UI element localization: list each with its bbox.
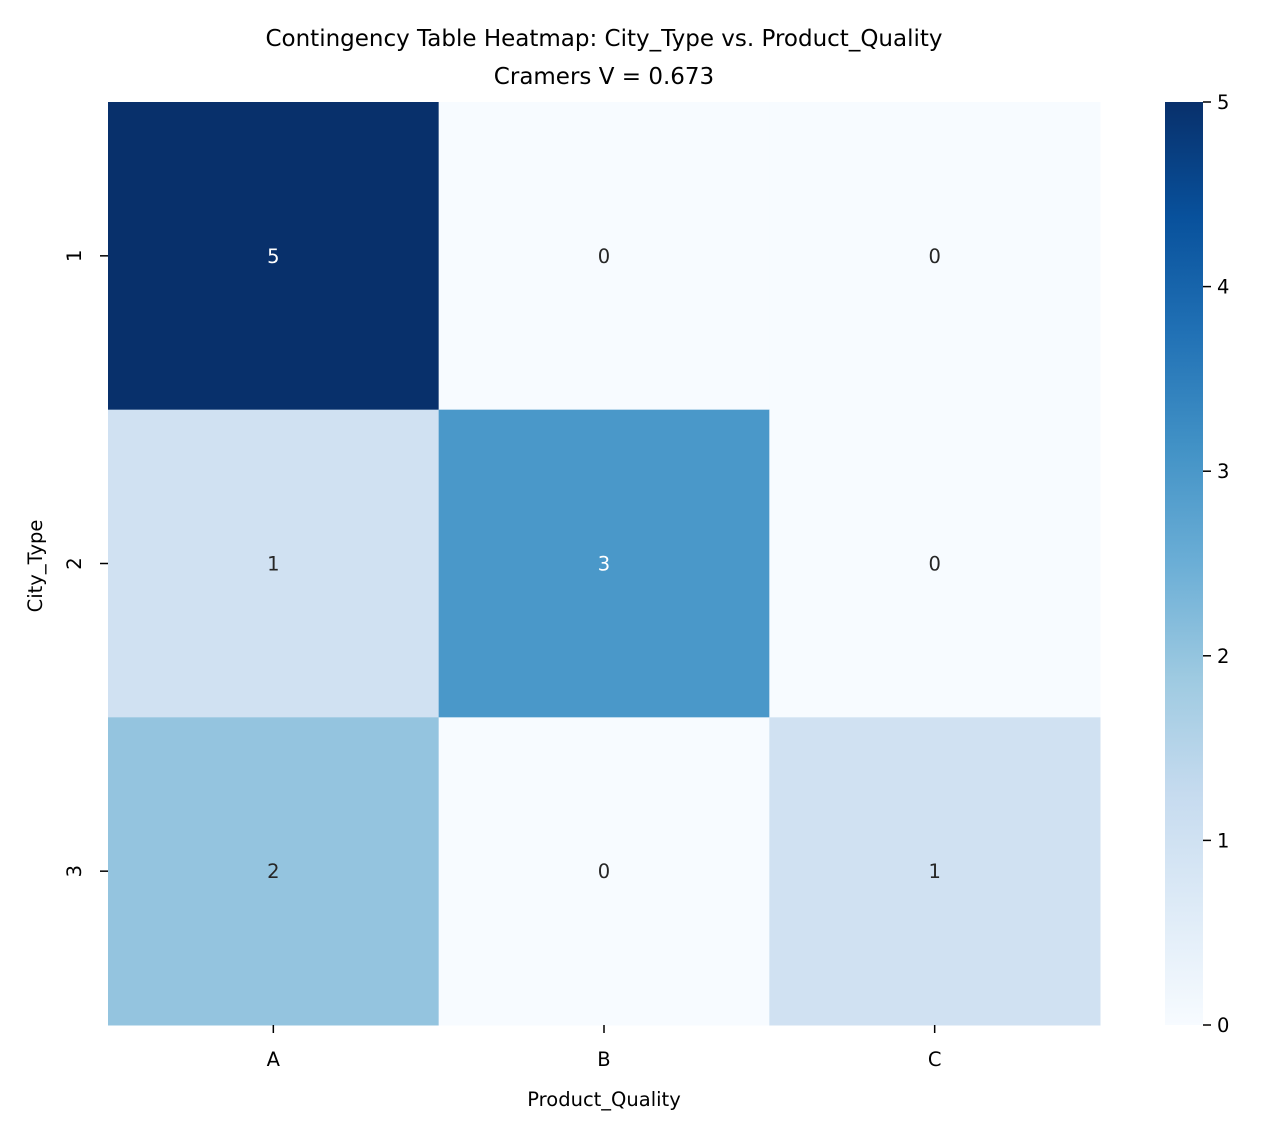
heatmap-cell-2-A bbox=[108, 409, 440, 718]
heatmap-cell-3-A bbox=[108, 717, 440, 1026]
cell-label-1-C: 0 bbox=[928, 245, 940, 268]
colorbar-tick-label-0: 0 bbox=[1217, 1014, 1229, 1037]
cell-label-3-C: 1 bbox=[928, 860, 940, 883]
cell-label-2-C: 0 bbox=[928, 553, 940, 576]
heatmap-cell-1-C bbox=[769, 102, 1101, 411]
x-tick-label-C: C bbox=[928, 1048, 942, 1071]
cell-label-3-B: 0 bbox=[598, 860, 610, 883]
cell-label-2-A: 1 bbox=[267, 553, 279, 576]
y-tick-label-3: 3 bbox=[63, 865, 86, 877]
x-tick-label-A: A bbox=[267, 1048, 281, 1071]
y-tick-label-1: 1 bbox=[63, 250, 86, 262]
y-axis-label: City_Type bbox=[24, 520, 47, 613]
colorbar bbox=[1165, 102, 1203, 1025]
colorbar-tick-label-5: 5 bbox=[1217, 91, 1229, 114]
heatmap-cell-3-B bbox=[438, 717, 770, 1026]
heatmap-cell-1-A bbox=[108, 102, 440, 411]
heatmap-cell-2-B bbox=[438, 409, 770, 718]
heatmap-cell-2-C bbox=[769, 409, 1101, 718]
x-tick-label-B: B bbox=[597, 1048, 610, 1071]
colorbar-tick-label-2: 2 bbox=[1217, 645, 1229, 668]
heatmap-cell-3-C bbox=[769, 717, 1101, 1026]
heatmap-cell-1-B bbox=[438, 102, 770, 411]
chart-subtitle: Cramers V = 0.673 bbox=[494, 64, 714, 90]
x-axis-ticks: A B C bbox=[267, 1025, 942, 1071]
cell-label-2-B: 3 bbox=[598, 553, 610, 576]
colorbar-tick-label-1: 1 bbox=[1217, 829, 1229, 852]
colorbar-tick-label-3: 3 bbox=[1217, 460, 1229, 483]
colorbar-tick-label-4: 4 bbox=[1217, 276, 1229, 299]
chart-title: Contingency Table Heatmap: City_Type vs.… bbox=[265, 26, 942, 52]
colorbar-ticks: 0 1 2 3 4 5 bbox=[1203, 91, 1229, 1037]
y-tick-label-2: 2 bbox=[63, 557, 86, 569]
cell-label-3-A: 2 bbox=[267, 860, 279, 883]
cell-label-1-A: 5 bbox=[267, 245, 279, 268]
heatmap-cells bbox=[108, 102, 1101, 1026]
heatmap-cell-labels: 5 0 0 1 3 0 2 0 1 bbox=[267, 245, 941, 883]
y-axis-ticks: 1 2 3 bbox=[63, 250, 108, 877]
x-axis-label: Product_Quality bbox=[527, 1088, 680, 1111]
cell-label-1-B: 0 bbox=[598, 245, 610, 268]
